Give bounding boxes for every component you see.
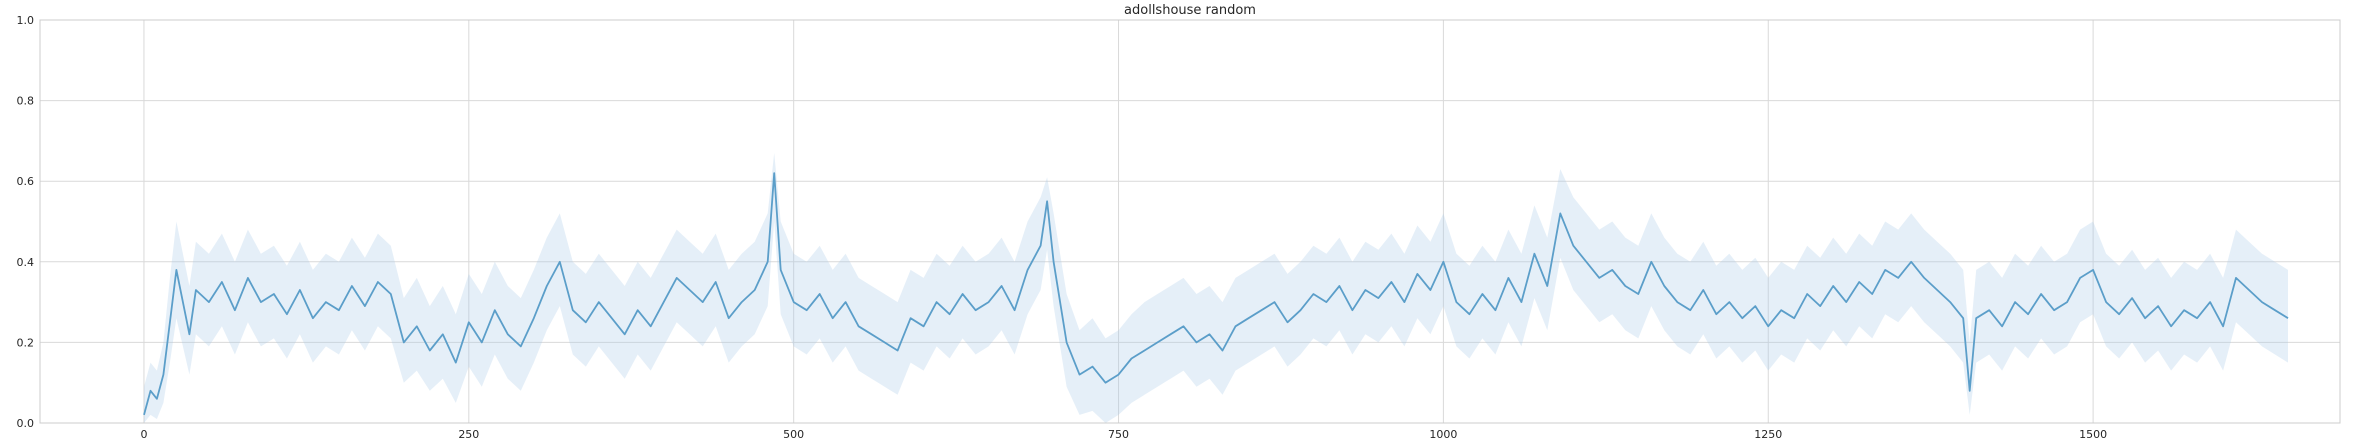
x-tick-label: 1000 <box>1429 428 1457 441</box>
confidence-band-layer <box>144 153 2288 423</box>
y-tick-label: 0.0 <box>17 417 35 430</box>
y-tick-label: 0.2 <box>17 336 35 349</box>
x-tick-label: 1250 <box>1754 428 1782 441</box>
x-tick-label: 500 <box>783 428 804 441</box>
x-axis-ticks: 0 250 500 750 1000 1250 1500 <box>140 428 2107 441</box>
series-line-layer <box>143 172 2289 416</box>
y-tick-label: 0.6 <box>17 175 35 188</box>
x-tick-label: 0 <box>140 428 147 441</box>
series-line <box>143 172 2289 416</box>
plot-background <box>40 20 2340 423</box>
plot-frame <box>39 19 2341 424</box>
confidence-band <box>144 153 2288 423</box>
y-tick-label: 0.4 <box>17 256 35 269</box>
y-axis-ticks: 0.0 0.2 0.4 0.6 0.8 1.0 <box>17 14 35 430</box>
x-tick-label: 250 <box>458 428 479 441</box>
chart-title: adollshouse random <box>1124 3 1256 18</box>
y-tick-label: 1.0 <box>17 14 35 27</box>
x-tick-label: 1500 <box>2079 428 2107 441</box>
x-tick-label: 750 <box>1108 428 1129 441</box>
y-tick-label: 0.8 <box>17 95 35 108</box>
